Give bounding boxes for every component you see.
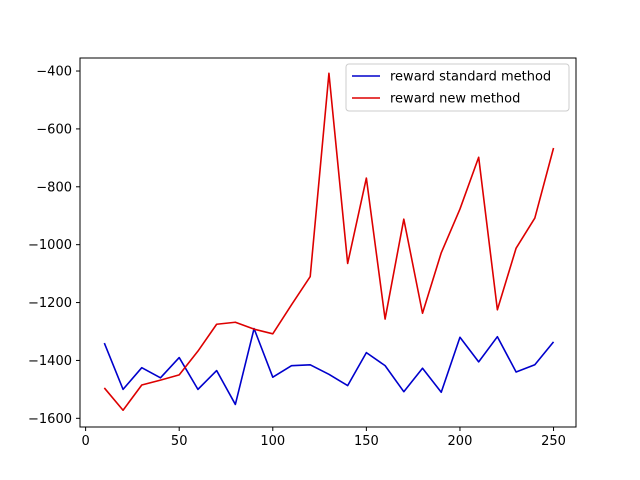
plot-frame (79, 57, 577, 428)
y-tick-label: −600 (36, 122, 72, 137)
axis-ticks: 0 50 100 150 200 250 −1600 −1400 −1200 −1000 −800 −… (28, 65, 566, 449)
legend-box (345, 63, 570, 112)
series-line-new-method (103, 72, 555, 412)
y-tick-label: −1600 (28, 412, 72, 427)
y-tick-label: −800 (36, 180, 72, 195)
series-lines (103, 72, 555, 412)
x-tick-label: 150 (354, 434, 379, 449)
legend: reward standard method reward new method (345, 63, 570, 112)
series-line-standard-method (103, 327, 555, 406)
x-tick-label: 100 (260, 434, 285, 449)
x-tick-label: 0 (81, 434, 89, 449)
x-tick-label: 50 (171, 434, 188, 449)
legend-label: reward standard method (390, 70, 551, 85)
x-tick-label: 200 (448, 434, 473, 449)
legend-label: reward new method (390, 92, 520, 107)
y-tick-label: −1200 (28, 296, 72, 311)
y-tick-label: −1000 (28, 238, 72, 253)
y-tick-label: −400 (36, 65, 72, 80)
x-tick-label: 250 (541, 434, 566, 449)
y-tick-label: −1400 (28, 354, 72, 369)
